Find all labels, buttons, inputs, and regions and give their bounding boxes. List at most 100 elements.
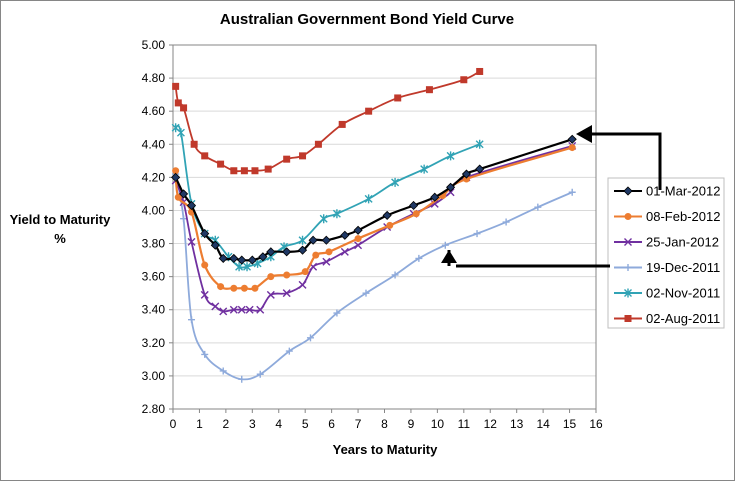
legend-item-5: 02-Aug-2011 <box>614 311 720 326</box>
legend-label-0: 01-Mar-2012 <box>646 184 720 199</box>
series-5-point-0 <box>172 82 180 90</box>
series-2-point-9 <box>256 305 265 314</box>
series-5-point-5 <box>217 160 225 168</box>
y-axis-label-line1: Yield to Maturity <box>10 212 111 227</box>
series-1-point-0 <box>172 167 180 175</box>
series-5-point-10 <box>283 155 291 163</box>
arrow-upper-line <box>588 132 662 190</box>
legend-item-4: 02-Nov-2011 <box>614 286 720 301</box>
x-tick-label-4: 4 <box>275 417 282 431</box>
series-group <box>171 67 577 383</box>
series-1-point-10 <box>301 268 309 276</box>
series-1-point-9 <box>283 271 291 279</box>
series-5-point-2 <box>180 104 188 112</box>
series-4-point-11 <box>298 235 307 245</box>
series-1-point-1 <box>174 193 182 201</box>
x-tick-label-9: 9 <box>408 417 415 431</box>
y-tick-label-6: 4.00 <box>142 203 166 217</box>
series-0-point-21 <box>461 169 472 179</box>
series-1-point-15 <box>412 210 420 218</box>
series-5-point-7 <box>240 167 248 175</box>
series-5-point-4 <box>201 152 209 160</box>
x-axis-ticks: 0 1 2 3 4 5 6 7 8 9 10 11 12 13 14 15 16 <box>170 409 603 431</box>
x-tick-label-8: 8 <box>381 417 388 431</box>
series-1-point-8 <box>267 273 275 281</box>
series-0-point-22 <box>475 164 485 174</box>
series-2-point-8 <box>245 305 254 314</box>
legend-label-3: 19-Dec-2011 <box>646 260 720 275</box>
y-tick-label-11: 5.00 <box>142 38 166 52</box>
legend-marker-2 <box>624 238 632 246</box>
x-tick-label-7: 7 <box>355 417 362 431</box>
series-4-point-16 <box>420 164 429 174</box>
series-0-point-2 <box>186 200 197 211</box>
series-0-point-13 <box>308 235 318 245</box>
legend-marker-4 <box>624 288 632 298</box>
x-tick-label-15: 15 <box>563 417 577 431</box>
series-1-point-5 <box>230 284 238 292</box>
y-tick-label-9: 4.60 <box>142 104 166 118</box>
series-0-point-16 <box>353 225 363 235</box>
series-0-point-1 <box>179 189 189 199</box>
x-tick-label-5: 5 <box>302 417 309 431</box>
y-tick-label-3: 3.40 <box>142 303 166 317</box>
legend-marker-1 <box>624 213 632 220</box>
series-0-point-3 <box>200 229 210 239</box>
series-0-point-18 <box>409 200 419 211</box>
series-0-point-17 <box>382 210 392 220</box>
legend-label-2: 25-Jan-2012 <box>646 235 719 250</box>
series-2-point-10 <box>266 290 275 299</box>
series-4-point-13 <box>332 209 341 219</box>
series-1-point-13 <box>354 235 362 243</box>
arrow-upper-head <box>576 125 592 143</box>
x-tick-label-3: 3 <box>249 417 256 431</box>
series-0-point-10 <box>266 247 276 257</box>
series-4-point-1 <box>176 128 185 138</box>
series-5-point-9 <box>264 165 272 173</box>
series-1-point-7 <box>251 284 259 292</box>
series-5-point-17 <box>460 76 468 84</box>
series-1 <box>172 144 576 292</box>
legend-item-0: 01-Mar-2012 <box>614 184 720 199</box>
series-0-point-5 <box>218 253 228 264</box>
series-2-point-4 <box>211 302 220 311</box>
series-2-point-16 <box>354 241 363 250</box>
legend-label-4: 02-Nov-2011 <box>646 286 720 301</box>
series-3-point-7 <box>285 347 293 355</box>
legend-item-3: 19-Dec-2011 <box>614 260 720 275</box>
y-tick-label-5: 3.80 <box>142 237 166 251</box>
y-axis-ticks: 2.80 3.00 3.20 3.40 3.60 3.80 4.00 4.20 4.40 4.60… <box>142 38 173 416</box>
series-2-point-6 <box>229 305 238 314</box>
series-0 <box>171 134 577 265</box>
y-tick-label-0: 2.80 <box>142 402 166 416</box>
x-axis-label: Years to Maturity <box>333 442 439 457</box>
x-tick-label-14: 14 <box>536 417 550 431</box>
x-tick-label-11: 11 <box>458 417 471 431</box>
series-3-point-9 <box>333 309 341 317</box>
series-3-point-11 <box>391 271 399 279</box>
series-0-point-15 <box>340 230 350 240</box>
series-1-point-4 <box>217 283 225 291</box>
series-0-point-20 <box>446 182 456 192</box>
series-5-point-6 <box>230 167 238 175</box>
x-tick-label-6: 6 <box>328 417 335 431</box>
annotation-arrows <box>441 125 662 268</box>
series-0-point-9 <box>258 252 268 262</box>
legend-marker-3 <box>624 264 632 271</box>
series-1-point-18 <box>568 144 576 152</box>
series-5-point-12 <box>314 140 322 148</box>
legend-marker-5 <box>624 315 632 322</box>
series-2-point-3 <box>200 290 209 299</box>
series-5-point-8 <box>251 167 259 175</box>
series-4-point-6 <box>235 262 244 272</box>
series-2-point-5 <box>219 307 228 316</box>
y-tick-label-1: 3.00 <box>142 369 166 383</box>
series-3-point-15 <box>502 218 510 226</box>
arrow-lower-head <box>441 250 457 263</box>
series-1-point-12 <box>325 248 333 256</box>
series-4-point-14 <box>364 194 373 204</box>
series-2-point-7 <box>237 305 246 314</box>
legend-item-2: 25-Jan-2012 <box>614 235 719 250</box>
series-5-point-1 <box>174 99 182 107</box>
